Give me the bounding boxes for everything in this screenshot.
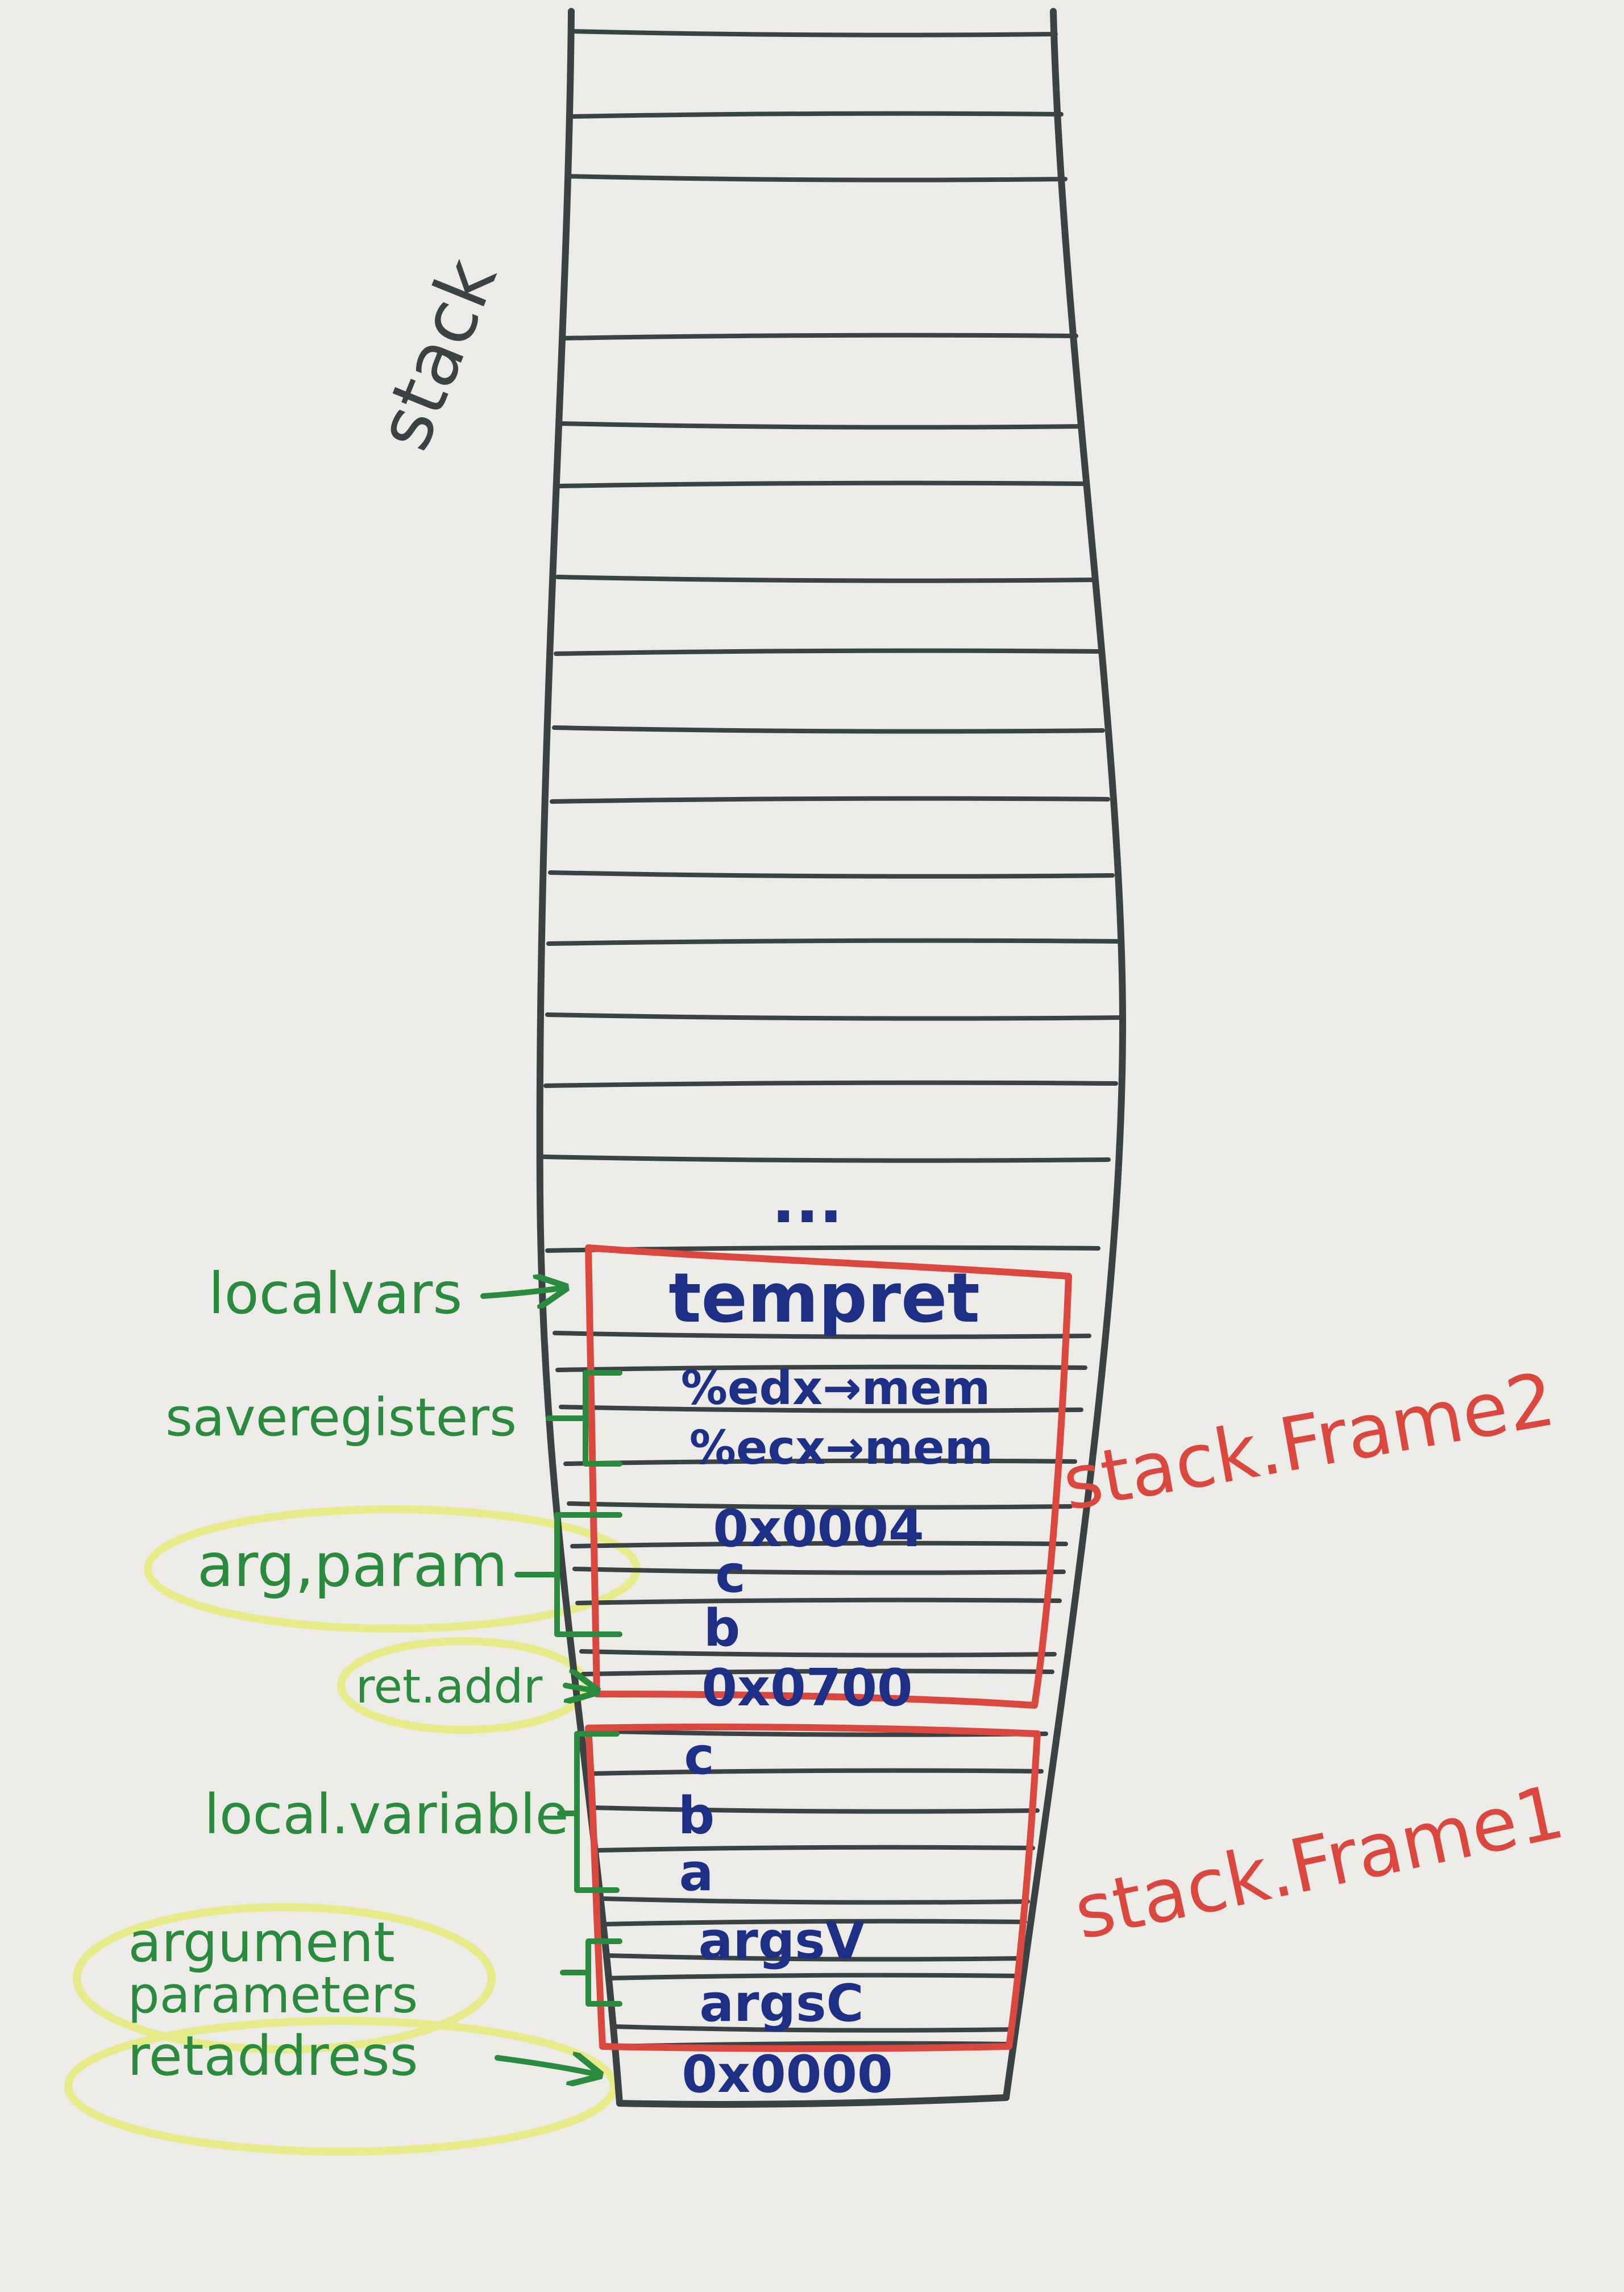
stack-row-line	[600, 1896, 1030, 1905]
stack-right-wall	[1003, 8, 1127, 2101]
bracket-local-variable	[557, 1731, 620, 1893]
bracket-argument-parameters	[560, 1938, 622, 2007]
frame-outlines	[585, 1244, 1072, 2052]
stack-row-line	[552, 725, 1105, 734]
stack-row-line	[592, 1805, 1040, 1814]
highlight-retaddress	[64, 2017, 618, 2156]
cell-ecx-mem: %ecx→mem	[690, 1421, 993, 1475]
stack-row-line	[555, 1364, 1087, 1372]
label-retaddress: retaddress	[127, 2024, 418, 2088]
annotation-connectors	[480, 1288, 622, 2075]
bracket-arg-param	[514, 1512, 622, 1637]
cell-tempret: tempret	[668, 1259, 980, 1338]
label-argument: argument	[128, 1911, 394, 1974]
stack-row-line	[567, 1501, 1073, 1510]
stack-row-line	[559, 1405, 1083, 1413]
stack-row-line	[589, 1768, 1044, 1776]
stack-left-wall	[536, 8, 623, 2107]
label-local-variable: local.variable	[204, 1783, 568, 1846]
stack-row-line	[563, 1458, 1077, 1466]
frame2-label: stack.Frame2	[1057, 1356, 1561, 1527]
frame1-outline	[585, 1724, 1041, 2052]
label-saveregisters: saveregisters	[165, 1387, 517, 1448]
stack-row-line	[581, 1668, 1054, 1676]
stack-row-line	[550, 796, 1110, 804]
stack-row-line	[543, 1080, 1118, 1088]
stack-row-line	[558, 480, 1089, 488]
label-arg-param: arg,param	[197, 1531, 508, 1600]
cell-b-frame2: b	[704, 1598, 740, 1658]
stack-row-line	[605, 1953, 1024, 1962]
stack-row-line	[579, 1649, 1057, 1658]
stack-row-line	[555, 575, 1095, 583]
stack-row-line	[575, 1597, 1062, 1605]
stack-row-line	[545, 1012, 1124, 1021]
cell-argsv: argsV	[699, 1911, 865, 1971]
stack-row-line	[566, 111, 1064, 119]
stack-bottom	[616, 2094, 1010, 2108]
highlight-argument-parameters	[73, 1903, 496, 2053]
stack-row-line	[602, 1919, 1027, 1926]
stack-column	[536, 8, 1127, 2108]
bracket-saveregisters	[546, 1370, 622, 1467]
cell-c-frame2: c	[715, 1544, 745, 1604]
frame1-label: stack.Frame1	[1067, 1768, 1571, 1956]
cell-0x0004: 0x0004	[713, 1499, 924, 1559]
cell-a-frame1: a	[679, 1843, 714, 1903]
stack-row-line	[565, 174, 1068, 182]
stack-row-line	[572, 1567, 1066, 1575]
arrow-retaddress	[495, 2058, 600, 2075]
label-parameters: parameters	[128, 1966, 418, 2024]
frame2-outline	[585, 1244, 1072, 1709]
stack-row-line	[568, 29, 1058, 38]
stack-rows	[542, 29, 1124, 2049]
arrow-localvars	[480, 1288, 566, 1296]
cell-b-frame1: b	[678, 1786, 715, 1846]
stack-title: stack	[360, 247, 513, 462]
stack-row-line	[570, 1541, 1068, 1548]
stack-row-line	[607, 1973, 1021, 1980]
cell-0x0700: 0x0700	[701, 1658, 912, 1718]
stack-row-line	[546, 938, 1120, 946]
stack-row-line	[554, 648, 1100, 656]
stack-row-line	[611, 2024, 1016, 2033]
cell-edx-mem: %edx→mem	[681, 1361, 991, 1415]
cell-argsc: argsC	[699, 1974, 863, 2033]
stack-row-line	[561, 333, 1078, 341]
stack-row-line	[542, 1155, 1111, 1163]
annotation-labels: localvars saveregisters arg,param ret.ad…	[127, 1260, 568, 2088]
stack-row-line	[596, 1845, 1035, 1853]
stack-row-line	[559, 421, 1084, 430]
stack-row-line	[548, 870, 1115, 879]
stack-ellipsis: ...	[771, 1164, 842, 1237]
cell-0x0000: 0x0000	[682, 2045, 892, 2104]
arrow-ret-addr	[563, 1685, 597, 1691]
cell-c-frame1: c	[684, 1726, 714, 1786]
cell-values: tempret %edx→mem %ecx→mem 0x0004 c b 0x0…	[668, 1259, 993, 2104]
stack-row-line	[553, 1331, 1091, 1339]
label-ret-addr: ret.addr	[356, 1660, 543, 1714]
label-localvars: localvars	[209, 1260, 463, 1327]
